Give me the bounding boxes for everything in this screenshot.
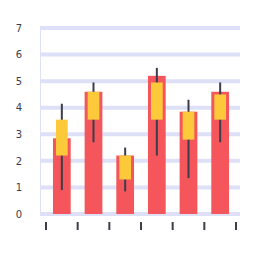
x-axis [47, 214, 237, 216]
box [214, 94, 226, 119]
y-tick: 2 [16, 156, 40, 167]
y-tick-label: 7 [16, 23, 22, 34]
y-axis: 0 1 2 3 4 5 6 7 [16, 23, 41, 220]
grid-line [40, 79, 240, 83]
x-separator [108, 222, 110, 230]
y-tick: 5 [16, 76, 40, 87]
y-tick: 1 [16, 182, 40, 193]
x-separator [235, 222, 237, 230]
y-tick-label: 2 [16, 156, 22, 167]
box [56, 120, 68, 156]
y-tick: 7 [16, 23, 40, 34]
box [151, 82, 163, 119]
y-axis-line [40, 29, 41, 215]
x-separators [46, 222, 236, 230]
grid [40, 28, 240, 214]
y-tick: 0 [16, 209, 40, 220]
grid-line [40, 26, 240, 30]
y-tick-label: 1 [16, 182, 22, 193]
x-separator [45, 222, 47, 230]
grid-line [40, 132, 240, 136]
x-separator [140, 222, 142, 230]
x-separator [77, 222, 79, 230]
y-tick-label: 6 [16, 49, 22, 60]
y-tick: 6 [16, 49, 40, 60]
box [183, 112, 195, 140]
bar [85, 92, 103, 214]
y-tick-label: 0 [16, 209, 22, 220]
grid-line [40, 53, 240, 57]
grid-line [40, 106, 240, 110]
box [119, 156, 131, 180]
x-axis-line [47, 214, 237, 215]
y-tick: 4 [16, 102, 40, 113]
y-tick-label: 4 [16, 102, 22, 113]
box [88, 92, 100, 120]
y-tick-label: 5 [16, 76, 22, 87]
chart: 0 1 2 3 4 5 6 7 [0, 0, 256, 256]
marks [53, 68, 229, 214]
x-separator [172, 222, 174, 230]
bar [211, 92, 229, 214]
x-separator [203, 222, 205, 230]
y-tick-label: 3 [16, 129, 22, 140]
y-tick: 3 [16, 129, 40, 140]
